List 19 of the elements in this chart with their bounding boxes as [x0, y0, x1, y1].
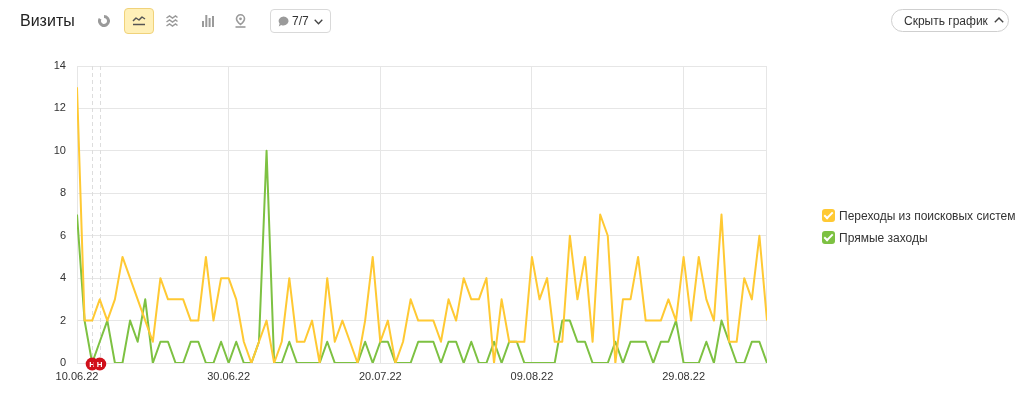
legend-label: Прямые заходы: [839, 230, 928, 245]
y-tick-label: 6: [59, 228, 66, 241]
y-tick-label: 10: [53, 143, 66, 156]
x-tick-label: 09.08.22: [510, 369, 554, 382]
x-tick-label: 10.06.22: [55, 369, 99, 382]
chart-title: Визиты: [20, 11, 75, 31]
y-tick-label: 12: [53, 101, 66, 114]
y-tick-label: 8: [59, 186, 66, 199]
dropdown-button: 7/7: [270, 9, 331, 33]
ref-line-label: Н: [89, 359, 96, 369]
y-tick-label: 0: [59, 356, 66, 369]
y-tick-label: 4: [59, 271, 66, 284]
x-tick-label: 20.07.22: [358, 369, 402, 382]
ref-line-label: Н: [96, 359, 103, 369]
legend-label: Переходы из поисковых систем: [839, 208, 1016, 223]
y-tick-label: 2: [59, 313, 66, 326]
x-tick-label: 29.08.22: [662, 369, 706, 382]
y-tick-label: 14: [53, 59, 66, 72]
x-tick-label: 30.06.22: [207, 369, 251, 382]
